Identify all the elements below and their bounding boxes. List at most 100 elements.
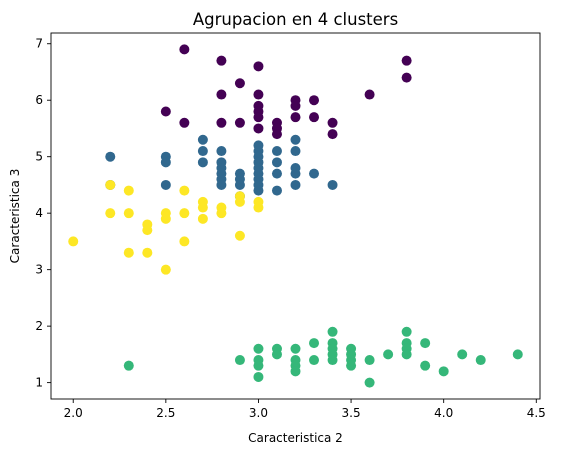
x-axis-ticks: 2.0 2.5 3.0 3.5 4.0 4.5: [64, 399, 546, 420]
cluster-3-point-12: [179, 185, 190, 196]
cluster-1-point-7: [197, 157, 208, 168]
cluster-2-point-18: [327, 355, 338, 366]
chart-title: Agrupacion en 4 clusters: [193, 10, 398, 29]
cluster-2-point-2: [253, 343, 264, 354]
cluster-2-point-30: [420, 338, 431, 349]
cluster-0-point-2: [253, 61, 264, 72]
cluster-1-point-29: [271, 168, 282, 179]
cluster-2-point-31: [420, 360, 431, 371]
y-tick-label: 3: [35, 263, 43, 277]
x-tick-label: 4.5: [527, 406, 546, 420]
cluster-3-point-14: [179, 236, 190, 247]
cluster-3-point-13: [179, 208, 190, 219]
x-tick-label: 3.0: [249, 406, 268, 420]
cluster-0-point-24: [253, 123, 264, 134]
cluster-0-point-26: [327, 129, 338, 140]
cluster-1-point-36: [309, 168, 320, 179]
cluster-1-point-37: [327, 179, 338, 190]
cluster-2-point-33: [457, 349, 468, 360]
cluster-0-point-0: [179, 44, 190, 55]
cluster-2-point-7: [271, 349, 282, 360]
cluster-0-point-3: [401, 55, 412, 66]
cluster-1-point-0: [105, 151, 116, 162]
cluster-3-point-16: [197, 202, 208, 213]
y-tick-label: 4: [35, 206, 43, 220]
y-tick-label: 2: [35, 319, 43, 333]
x-tick-label: 2.5: [156, 406, 175, 420]
cluster-2-point-4: [253, 360, 264, 371]
cluster-3-point-24: [253, 202, 264, 213]
cluster-3-point-21: [234, 196, 245, 207]
x-tick-label: 4.0: [434, 406, 453, 420]
cluster-0-point-23: [271, 129, 282, 140]
cluster-2-point-23: [364, 355, 375, 366]
cluster-0-point-17: [290, 112, 301, 123]
cluster-1-point-6: [197, 146, 208, 157]
cluster-2-point-32: [438, 366, 449, 377]
y-axis-ticks: 1 2 3 4 5 6 7: [35, 37, 51, 390]
cluster-1-point-26: [253, 185, 264, 196]
cluster-1-point-13: [216, 179, 227, 190]
cluster-1-point-28: [271, 157, 282, 168]
cluster-1-point-32: [290, 146, 301, 157]
cluster-3-point-22: [234, 230, 245, 241]
cluster-3-point-0: [68, 236, 79, 247]
cluster-2-point-34: [475, 355, 486, 366]
cluster-0-point-21: [234, 117, 245, 128]
cluster-2-point-14: [327, 326, 338, 337]
cluster-3-point-19: [216, 208, 227, 219]
cluster-3-point-1: [105, 179, 116, 190]
points-layer: [68, 44, 523, 388]
cluster-1-point-5: [197, 134, 208, 145]
cluster-2-point-29: [401, 349, 412, 360]
cluster-1-point-8: [216, 146, 227, 157]
cluster-0-point-19: [179, 117, 190, 128]
cluster-1-point-30: [271, 185, 282, 196]
cluster-3-point-11: [160, 264, 171, 275]
y-tick-label: 1: [35, 376, 43, 390]
y-tick-label: 7: [35, 37, 43, 51]
cluster-3-point-10: [160, 213, 171, 224]
cluster-1-point-27: [271, 146, 282, 157]
cluster-3-point-2: [105, 208, 116, 219]
cluster-2-point-13: [309, 355, 320, 366]
cluster-0-point-4: [401, 72, 412, 83]
cluster-0-point-11: [290, 100, 301, 111]
plot-frame: [50, 32, 541, 400]
cluster-1-point-4: [160, 179, 171, 190]
cluster-1-point-3: [160, 157, 171, 168]
cluster-0-point-15: [253, 112, 264, 123]
cluster-2-point-1: [234, 355, 245, 366]
x-tick-label: 2.0: [64, 406, 83, 420]
cluster-1-point-31: [290, 134, 301, 145]
cluster-2-point-8: [290, 343, 301, 354]
cluster-1-point-34: [290, 168, 301, 179]
y-axis-label: Caracteristica 3: [8, 169, 22, 264]
cluster-3-point-7: [142, 225, 153, 236]
cluster-0-point-5: [216, 89, 227, 100]
cluster-0-point-6: [234, 78, 245, 89]
cluster-3-point-4: [123, 208, 134, 219]
cluster-2-point-11: [290, 366, 301, 377]
cluster-0-point-12: [160, 106, 171, 117]
cluster-0-point-18: [309, 112, 320, 123]
cluster-0-point-10: [364, 89, 375, 100]
cluster-0-point-1: [216, 55, 227, 66]
cluster-1-point-35: [290, 179, 301, 190]
cluster-2-point-5: [253, 371, 264, 382]
y-tick-label: 6: [35, 93, 43, 107]
x-tick-label: 3.5: [342, 406, 361, 420]
cluster-0-point-20: [216, 117, 227, 128]
cluster-3-point-8: [142, 247, 153, 258]
cluster-1-point-16: [234, 179, 245, 190]
cluster-3-point-5: [123, 247, 134, 258]
cluster-0-point-7: [253, 89, 264, 100]
x-axis-label: Caracteristica 2: [248, 431, 343, 445]
cluster-0-point-25: [327, 117, 338, 128]
cluster-2-point-26: [401, 326, 412, 337]
cluster-2-point-22: [346, 360, 357, 371]
cluster-2-point-0: [123, 360, 134, 371]
cluster-0-point-9: [309, 95, 320, 106]
cluster-3-point-3: [123, 185, 134, 196]
